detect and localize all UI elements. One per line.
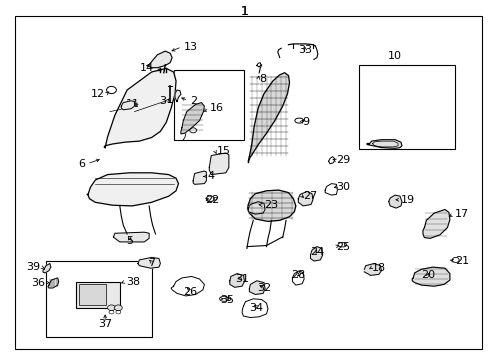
- Text: 26: 26: [183, 287, 196, 297]
- Text: 34: 34: [249, 303, 263, 313]
- Text: 19: 19: [400, 195, 414, 205]
- Polygon shape: [366, 140, 401, 148]
- Text: 11: 11: [125, 99, 139, 109]
- Text: 30: 30: [336, 182, 350, 192]
- Text: 24: 24: [309, 247, 324, 257]
- Polygon shape: [181, 103, 204, 134]
- Bar: [173, 70, 244, 140]
- Text: 16: 16: [210, 103, 224, 113]
- Polygon shape: [175, 90, 181, 102]
- Text: 38: 38: [126, 276, 140, 287]
- Polygon shape: [247, 190, 295, 221]
- Text: 33: 33: [298, 45, 312, 55]
- Text: 36: 36: [31, 278, 45, 288]
- Polygon shape: [193, 171, 206, 184]
- Polygon shape: [249, 281, 264, 294]
- Polygon shape: [209, 153, 228, 175]
- Polygon shape: [43, 264, 51, 273]
- Text: 31: 31: [235, 274, 248, 284]
- Polygon shape: [364, 264, 381, 275]
- Polygon shape: [248, 202, 264, 214]
- Text: 2: 2: [189, 96, 197, 106]
- Text: 6: 6: [79, 159, 85, 169]
- Polygon shape: [310, 247, 322, 261]
- Polygon shape: [113, 232, 149, 242]
- Text: 8: 8: [259, 74, 266, 84]
- Polygon shape: [138, 257, 160, 268]
- Text: 12: 12: [91, 89, 105, 99]
- Text: 15: 15: [216, 146, 230, 156]
- Text: 22: 22: [205, 195, 219, 205]
- Text: 28: 28: [290, 270, 305, 280]
- Text: 20: 20: [420, 270, 434, 280]
- Text: 18: 18: [371, 263, 385, 273]
- Text: 27: 27: [303, 191, 317, 201]
- Text: 29: 29: [336, 155, 350, 165]
- Polygon shape: [146, 51, 172, 68]
- Text: 7: 7: [148, 258, 155, 268]
- Polygon shape: [422, 210, 449, 238]
- Text: 25: 25: [336, 242, 350, 252]
- Text: 32: 32: [257, 283, 270, 293]
- Polygon shape: [104, 68, 176, 148]
- Polygon shape: [87, 173, 178, 206]
- Text: 5: 5: [126, 236, 133, 246]
- FancyBboxPatch shape: [79, 284, 106, 305]
- Text: 3: 3: [159, 96, 166, 106]
- Polygon shape: [121, 101, 134, 110]
- Text: 4: 4: [207, 171, 215, 181]
- Text: 23: 23: [264, 200, 278, 210]
- Text: 35: 35: [220, 294, 234, 305]
- Text: 17: 17: [454, 209, 468, 219]
- Text: 39: 39: [26, 262, 41, 272]
- Text: 1: 1: [240, 5, 248, 18]
- Bar: [359, 65, 454, 149]
- Text: 37: 37: [98, 319, 112, 329]
- Polygon shape: [388, 195, 401, 208]
- Circle shape: [114, 305, 122, 311]
- Circle shape: [107, 305, 115, 311]
- Text: 9: 9: [302, 117, 309, 127]
- Polygon shape: [248, 73, 289, 163]
- Polygon shape: [298, 192, 312, 206]
- Text: 1: 1: [240, 5, 248, 18]
- Text: 13: 13: [183, 42, 197, 52]
- Text: 21: 21: [454, 256, 468, 266]
- Text: 10: 10: [387, 51, 401, 61]
- Polygon shape: [411, 267, 449, 286]
- Polygon shape: [229, 274, 244, 287]
- Bar: [46, 261, 151, 337]
- Polygon shape: [48, 278, 59, 288]
- Text: 14: 14: [140, 63, 154, 73]
- FancyBboxPatch shape: [76, 282, 120, 308]
